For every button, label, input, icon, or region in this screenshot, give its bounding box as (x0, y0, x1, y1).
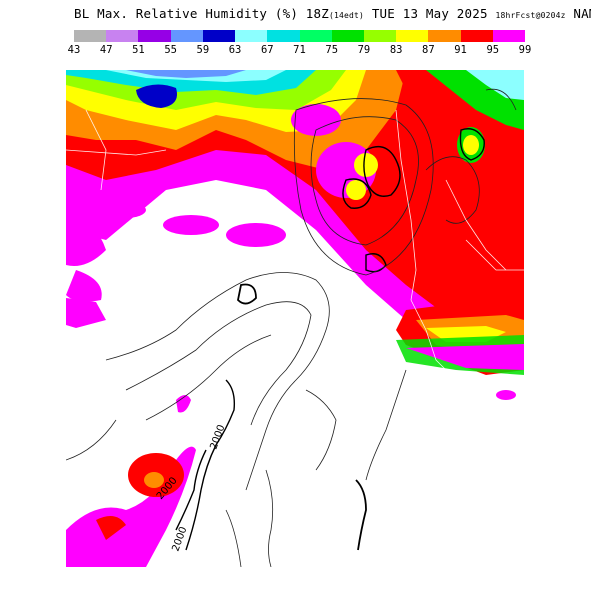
color-swatch (170, 30, 203, 42)
color-tick-label: 59 (196, 44, 210, 56)
humidity-fill-north (66, 70, 524, 375)
color-tick-label: 43 (67, 44, 81, 56)
map-title: BL Max. Relative Humidity (%) 18Z(14edt)… (74, 6, 591, 21)
color-swatch (235, 30, 268, 42)
humidity-fill-southwest (66, 390, 516, 567)
color-scale-ticks: 43 47 51 55 59 63 67 71 75 79 83 87 91 95 99 (68, 44, 532, 58)
color-swatch (299, 30, 332, 42)
color-tick-label: 63 (228, 44, 242, 56)
color-tick-label: 99 (518, 44, 532, 56)
contour-lines (175, 128, 485, 551)
color-swatch (267, 30, 300, 42)
color-tick-label: 55 (164, 44, 177, 56)
humidity-map: 2000 2000 2000 (66, 70, 524, 567)
title-local-time: (14edt) (328, 11, 365, 20)
color-tick-label: 91 (454, 44, 467, 56)
color-tick-label: 87 (422, 44, 435, 56)
thin-contour-lines (66, 88, 517, 567)
color-tick-label: 75 (325, 44, 339, 56)
color-swatch (363, 30, 397, 42)
color-scale-bar (74, 30, 526, 42)
color-tick-label: 83 (389, 44, 403, 56)
title-main: BL Max. Relative Humidity (%) 18Z (74, 6, 329, 21)
color-swatch (460, 30, 493, 42)
color-swatch (396, 30, 429, 42)
boundary-lines (66, 109, 524, 371)
title-forecast: 18hrFcst@0204z (495, 11, 566, 20)
title-model: NAM (573, 6, 591, 21)
title-date: TUE 13 May 2025 (371, 6, 488, 21)
color-swatch (202, 30, 236, 42)
color-tick-label: 67 (260, 44, 274, 56)
color-swatch (492, 30, 526, 42)
color-tick-label: 95 (486, 44, 500, 56)
color-swatch (138, 30, 171, 42)
color-swatch (74, 30, 107, 42)
color-tick-label: 47 (99, 44, 113, 56)
color-swatch (428, 30, 461, 42)
color-tick-label: 71 (293, 44, 306, 56)
color-tick-label: 79 (357, 44, 371, 56)
color-swatch (331, 30, 364, 42)
color-tick-label: 51 (132, 44, 145, 56)
color-swatch (106, 30, 139, 42)
